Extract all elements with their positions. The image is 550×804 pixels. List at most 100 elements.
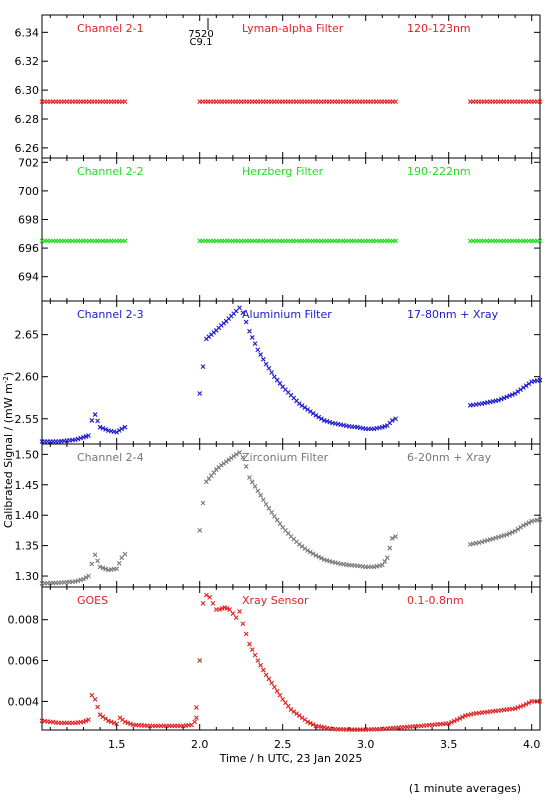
data-point bbox=[247, 328, 252, 334]
data-point bbox=[106, 718, 111, 724]
panel-channel-label: Channel 2-2 bbox=[77, 165, 144, 178]
data-point bbox=[382, 559, 388, 564]
panel-channel-label: Channel 2-1 bbox=[77, 22, 144, 35]
data-point bbox=[119, 555, 125, 561]
data-point bbox=[274, 517, 280, 523]
y-tick-label: 698 bbox=[18, 213, 39, 226]
data-point bbox=[537, 699, 543, 704]
x-tick-label: 3.0 bbox=[357, 738, 375, 751]
data-point bbox=[269, 509, 275, 515]
y-tick-label: 0.004 bbox=[8, 695, 40, 708]
panel-frame bbox=[41, 157, 541, 302]
data-point bbox=[92, 412, 98, 417]
data-point bbox=[498, 396, 504, 402]
data-point bbox=[119, 426, 125, 432]
data-point bbox=[230, 611, 236, 616]
panel-filter-label: Zirconium Filter bbox=[242, 451, 329, 464]
data-point bbox=[197, 528, 203, 533]
data-point bbox=[92, 552, 98, 558]
data-point bbox=[501, 395, 507, 401]
data-point bbox=[249, 479, 255, 485]
data-point bbox=[252, 652, 258, 658]
panel-band-label: 0.1-0.8nm bbox=[407, 594, 464, 607]
data-point bbox=[518, 704, 524, 709]
y-axis-label: Calibrated Signal / (mW m-2) bbox=[2, 372, 15, 528]
data-point bbox=[277, 692, 283, 698]
data-point bbox=[272, 684, 277, 690]
data-point bbox=[249, 335, 255, 340]
data-point bbox=[451, 718, 457, 724]
data-point bbox=[237, 450, 242, 455]
data-point bbox=[260, 497, 266, 503]
y-axis-label-main: Calibrated Signal / (mW m bbox=[2, 383, 15, 528]
data-point bbox=[95, 418, 100, 424]
data-point bbox=[387, 545, 393, 551]
y-tick-label: 1.40 bbox=[15, 509, 40, 522]
event-marker-label-1: 7520 bbox=[188, 29, 213, 40]
data-point bbox=[313, 552, 319, 558]
panel-frame bbox=[41, 443, 541, 588]
data-point bbox=[247, 641, 252, 647]
data-point bbox=[258, 352, 263, 357]
data-point bbox=[526, 381, 532, 387]
y-tick-label: 6.34 bbox=[15, 26, 40, 39]
data-point bbox=[114, 429, 120, 435]
data-point bbox=[515, 526, 521, 532]
panel-band-label: 17-80nm + Xray bbox=[407, 308, 499, 321]
data-point bbox=[319, 555, 324, 561]
y-tick-label: 702 bbox=[18, 156, 39, 169]
data-point bbox=[86, 573, 91, 579]
data-point bbox=[114, 721, 120, 727]
data-point bbox=[95, 704, 100, 710]
data-point bbox=[83, 718, 89, 724]
data-point bbox=[263, 501, 269, 507]
data-point bbox=[313, 413, 319, 418]
data-point bbox=[302, 405, 308, 410]
data-point bbox=[457, 716, 463, 721]
data-point bbox=[389, 418, 395, 423]
data-point bbox=[269, 370, 275, 375]
y-tick-label: 696 bbox=[18, 242, 39, 255]
y-tick-label: 2.60 bbox=[15, 371, 40, 384]
data-point bbox=[515, 389, 521, 394]
x-tick-label: 4.0 bbox=[523, 738, 541, 751]
data-point bbox=[227, 607, 232, 612]
data-point bbox=[258, 662, 263, 668]
data-point bbox=[255, 347, 261, 353]
data-point bbox=[224, 606, 230, 611]
data-point bbox=[255, 488, 261, 494]
data-point bbox=[521, 385, 526, 391]
data-point bbox=[299, 403, 305, 408]
data-point bbox=[305, 719, 310, 725]
data-point bbox=[233, 451, 239, 457]
x-tick-label: 2.0 bbox=[191, 738, 209, 751]
data-point bbox=[307, 549, 313, 555]
panel-channel-label: Channel 2-4 bbox=[77, 451, 144, 464]
data-point bbox=[193, 705, 199, 710]
data-point bbox=[269, 680, 275, 686]
data-point bbox=[100, 565, 106, 571]
y-tick-label: 6.32 bbox=[15, 55, 40, 68]
data-point bbox=[266, 676, 272, 682]
data-point bbox=[247, 475, 252, 480]
panel-frame bbox=[41, 586, 541, 731]
data-point bbox=[393, 416, 398, 422]
panel-filter-label: Herzberg Filter bbox=[242, 165, 324, 178]
data-point bbox=[193, 715, 199, 721]
y-tick-label: 694 bbox=[18, 271, 39, 284]
data-point bbox=[389, 535, 395, 541]
data-point bbox=[207, 594, 213, 600]
data-point bbox=[103, 566, 109, 572]
data-point bbox=[260, 667, 266, 673]
data-point bbox=[515, 705, 521, 710]
data-point bbox=[266, 505, 272, 511]
data-point bbox=[277, 521, 283, 527]
data-point bbox=[233, 308, 239, 314]
data-point bbox=[86, 433, 91, 438]
data-point bbox=[86, 717, 91, 723]
y-tick-label: 6.26 bbox=[15, 142, 40, 155]
footnote: (1 minute averages) bbox=[409, 782, 521, 795]
data-point bbox=[116, 428, 122, 433]
